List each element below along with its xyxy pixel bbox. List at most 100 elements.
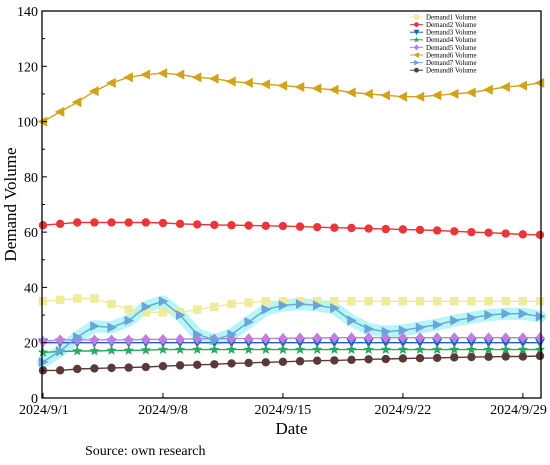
data-point xyxy=(175,310,186,321)
legend-item: Demand3 Volume xyxy=(410,29,477,37)
data-point xyxy=(157,68,168,79)
data-point xyxy=(330,223,339,232)
data-point xyxy=(346,344,357,355)
data-point xyxy=(313,222,322,232)
data-point xyxy=(330,297,339,306)
data-point xyxy=(449,332,459,344)
data-point xyxy=(55,366,65,375)
data-point xyxy=(244,298,253,307)
legend-item: Demand6 Volume xyxy=(410,51,477,59)
legend-item: Demand5 Volume xyxy=(410,44,477,52)
data-point xyxy=(73,332,83,343)
legend-label: Demand4 Volume xyxy=(426,36,477,44)
data-point xyxy=(261,358,270,367)
data-point xyxy=(501,297,510,306)
data-point xyxy=(450,227,459,236)
data-point xyxy=(88,86,99,97)
data-point xyxy=(501,308,512,319)
data-point xyxy=(124,315,135,326)
legend-marker xyxy=(414,14,419,20)
x-tick-label: 2024/9/1 xyxy=(19,403,69,418)
data-point xyxy=(278,221,288,231)
data-point xyxy=(174,344,186,355)
data-point xyxy=(432,332,442,344)
data-point xyxy=(329,332,339,344)
data-point xyxy=(450,315,460,326)
data-point xyxy=(227,329,237,340)
data-point xyxy=(294,81,305,93)
data-point xyxy=(141,362,151,372)
data-point xyxy=(500,81,510,93)
data-point xyxy=(106,344,117,355)
data-point xyxy=(414,91,425,102)
data-point xyxy=(106,334,117,346)
data-point xyxy=(193,305,202,314)
data-point xyxy=(294,344,306,355)
data-point xyxy=(329,344,340,355)
data-point xyxy=(209,344,220,355)
series-line xyxy=(42,337,540,342)
data-point xyxy=(38,221,48,230)
legend-item: Demand7 Volume xyxy=(410,59,477,67)
legend-label: Demand6 Volume xyxy=(426,51,477,59)
data-point xyxy=(363,344,374,355)
data-point xyxy=(364,323,375,334)
data-point xyxy=(415,297,425,306)
data-point xyxy=(141,308,151,317)
data-point xyxy=(158,333,168,345)
data-point xyxy=(364,355,373,364)
data-point xyxy=(244,316,255,328)
data-point xyxy=(448,88,459,99)
data-point xyxy=(295,222,305,231)
data-point xyxy=(55,295,65,305)
y-tick-label: 20 xyxy=(24,337,38,352)
data-point xyxy=(397,344,409,355)
data-point xyxy=(346,332,357,344)
data-point xyxy=(535,230,545,240)
data-point xyxy=(500,344,511,355)
series-layer xyxy=(37,68,546,375)
data-point xyxy=(534,77,545,88)
data-point xyxy=(226,76,236,87)
data-point xyxy=(465,87,476,98)
data-point xyxy=(90,364,99,373)
data-point xyxy=(277,344,289,355)
data-point xyxy=(449,344,460,355)
data-point xyxy=(193,360,202,370)
data-point xyxy=(484,228,493,237)
data-point xyxy=(243,344,254,355)
series-4 xyxy=(37,344,546,357)
data-point xyxy=(90,294,99,303)
data-point xyxy=(71,97,82,108)
data-point xyxy=(431,344,443,355)
series-line xyxy=(43,355,541,372)
data-point xyxy=(123,72,133,83)
data-point xyxy=(123,344,134,355)
data-point xyxy=(501,229,510,238)
data-point xyxy=(432,226,442,235)
data-point xyxy=(518,230,528,239)
data-point xyxy=(278,300,289,311)
data-point xyxy=(484,352,493,362)
data-point xyxy=(330,303,340,314)
data-point xyxy=(483,84,493,95)
x-tick-label: 2024/9/29 xyxy=(490,403,547,418)
data-point xyxy=(158,218,168,228)
data-point xyxy=(467,227,476,237)
data-point xyxy=(501,352,510,361)
y-tick-label: 120 xyxy=(17,60,38,75)
data-point xyxy=(227,221,236,230)
data-point xyxy=(124,334,134,346)
legend-marker xyxy=(414,67,419,73)
data-point xyxy=(363,88,373,99)
data-point xyxy=(313,300,323,311)
data-point xyxy=(295,357,305,366)
legend-label: Demand3 Volume xyxy=(426,29,477,37)
data-point xyxy=(38,297,48,306)
series-line xyxy=(42,348,540,354)
data-point xyxy=(517,344,529,355)
y-axis-label: Demand Volume xyxy=(1,147,20,261)
data-point xyxy=(89,345,100,356)
data-point xyxy=(311,83,322,94)
data-point xyxy=(535,297,545,306)
